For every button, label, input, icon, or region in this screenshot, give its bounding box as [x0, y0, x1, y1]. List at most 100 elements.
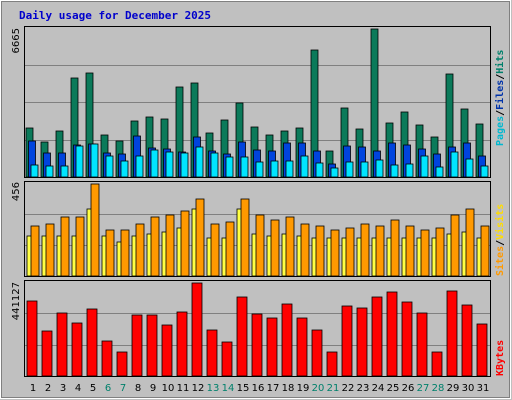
day-label: 21 [327, 383, 340, 394]
bar-kbytes [116, 351, 128, 377]
bar-sites [300, 223, 310, 277]
bar-pages [75, 145, 84, 178]
day-label: 9 [150, 383, 156, 394]
bar-pages [60, 165, 69, 178]
bar-sites [135, 223, 145, 277]
bar-kbytes [386, 291, 398, 377]
day-label: 1 [30, 383, 36, 394]
bar-kbytes [401, 301, 413, 377]
bar-pages [360, 161, 369, 178]
day-label: 16 [252, 383, 265, 394]
day-label: 19 [297, 383, 310, 394]
bar-kbytes [41, 330, 53, 377]
bar-pages [240, 156, 249, 178]
bar-kbytes [371, 296, 383, 377]
bar-sites [255, 214, 265, 277]
day-label: 26 [402, 383, 415, 394]
chart-title: Daily usage for December 2025 [19, 9, 211, 22]
bar-sites [165, 214, 175, 277]
day-label: 8 [135, 383, 141, 394]
bar-pages [255, 161, 264, 178]
day-label: 27 [417, 383, 430, 394]
bar-kbytes [131, 314, 143, 377]
bar-sites [450, 214, 460, 277]
bar-sites [45, 223, 55, 277]
bar-sites [345, 227, 355, 277]
bar-pages [90, 143, 99, 178]
bar-kbytes [266, 317, 278, 377]
day-label: 13 [207, 383, 220, 394]
bar-pages [435, 166, 444, 178]
bar-pages [270, 160, 279, 178]
bar-sites [105, 229, 115, 277]
bar-sites [210, 223, 220, 277]
day-label: 6 [105, 383, 111, 394]
day-label: 12 [192, 383, 205, 394]
bar-sites [420, 229, 430, 277]
bars-sites-visits [26, 183, 490, 277]
day-label: 15 [237, 383, 250, 394]
bar-sites [60, 216, 70, 277]
bar-kbytes [236, 296, 248, 377]
bar-kbytes [326, 351, 338, 377]
day-label: 23 [357, 383, 370, 394]
bar-kbytes [416, 312, 428, 377]
bar-sites [465, 208, 475, 277]
day-label: 3 [60, 383, 66, 394]
day-label: 29 [447, 383, 460, 394]
bar-pages [225, 156, 234, 178]
bar-sites [375, 225, 385, 277]
bar-sites [480, 225, 490, 277]
day-label: 18 [282, 383, 295, 394]
bar-sites [390, 219, 400, 277]
bar-pages [45, 165, 54, 178]
bar-sites [405, 225, 415, 277]
bar-sites [195, 198, 205, 277]
day-label: 2 [45, 383, 51, 394]
bar-kbytes [341, 305, 353, 377]
bar-pages [480, 165, 489, 178]
bar-kbytes [146, 314, 158, 377]
bars-kbytes [26, 282, 488, 377]
legend-layer: Pages/Files/Hits Sites/Visits KBytes [494, 50, 506, 376]
bar-sites [180, 210, 190, 277]
ymax-label-kbytes: 441127 [11, 282, 22, 320]
day-label: 17 [267, 383, 280, 394]
bar-kbytes [476, 323, 488, 377]
day-labels: 1 2 3 4 5 6 7 8 9 10 11 12 13 14 15 16 17 18 19 20 21 22 23 24 2… [30, 383, 490, 394]
ymax-label-hits: 6665 [11, 28, 22, 53]
bar-kbytes [191, 282, 203, 377]
bar-kbytes [176, 311, 188, 377]
bar-pages [315, 162, 324, 178]
legend-hits-files-pages: Pages/Files/Hits [494, 50, 506, 146]
day-label: 28 [432, 383, 445, 394]
ymax-label-sites: 456 [11, 182, 22, 201]
bar-sites [270, 219, 280, 277]
bar-sites [150, 216, 160, 277]
bar-kbytes [161, 324, 173, 377]
bar-kbytes [281, 303, 293, 377]
bar-pages [465, 158, 474, 178]
bar-pages [150, 149, 159, 178]
bar-kbytes [446, 290, 458, 377]
bar-pages [330, 167, 339, 178]
bar-kbytes [311, 329, 323, 377]
bar-sites [330, 229, 340, 277]
bar-pages [285, 160, 294, 178]
bar-pages [135, 155, 144, 178]
bar-kbytes [101, 340, 113, 377]
bar-kbytes [206, 329, 218, 377]
bar-kbytes [86, 308, 98, 377]
legend-sites-visits: Sites/Visits [494, 204, 506, 276]
bar-sites [315, 225, 325, 277]
bar-pages [345, 161, 354, 178]
day-label: 25 [387, 383, 400, 394]
bar-sites [435, 227, 445, 277]
bar-pages [450, 151, 459, 178]
day-label: 7 [120, 383, 126, 394]
day-label: 11 [177, 383, 190, 394]
bar-kbytes [26, 300, 38, 377]
bar-pages [300, 155, 309, 178]
